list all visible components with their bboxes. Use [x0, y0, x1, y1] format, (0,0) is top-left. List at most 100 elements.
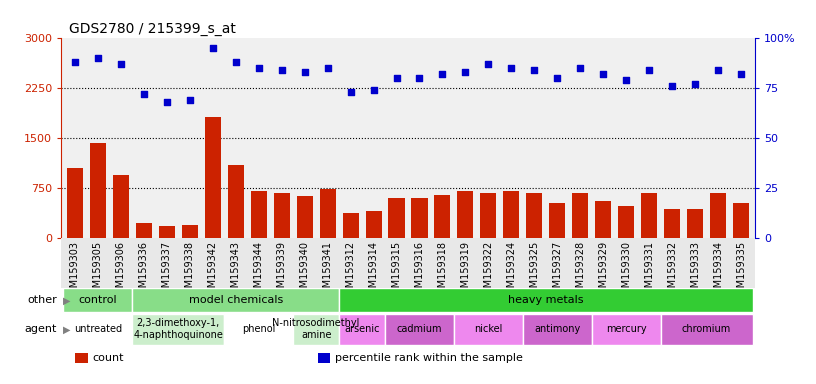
Bar	[641, 193, 657, 238]
Point	[206, 45, 220, 51]
Bar	[64, 288, 132, 313]
Text: other: other	[28, 295, 57, 306]
Point	[298, 69, 311, 75]
Text: phenol: phenol	[242, 324, 276, 334]
Text: GSM159339: GSM159339	[277, 240, 286, 300]
Bar	[64, 314, 132, 345]
Point	[619, 77, 632, 83]
Text: GSM159303: GSM159303	[70, 240, 80, 300]
Bar	[296, 196, 313, 238]
Text: count: count	[92, 353, 124, 363]
Text: GSM159316: GSM159316	[415, 240, 424, 300]
Bar	[619, 206, 634, 238]
Point	[666, 83, 679, 89]
Bar	[526, 193, 543, 238]
Bar	[434, 195, 450, 238]
Text: GSM159329: GSM159329	[598, 240, 608, 300]
Point	[574, 65, 587, 71]
Text: GSM159343: GSM159343	[231, 240, 241, 300]
Bar	[595, 201, 611, 238]
Text: GSM159319: GSM159319	[460, 240, 470, 300]
Bar	[67, 168, 83, 238]
Bar	[318, 353, 330, 363]
Bar	[411, 198, 428, 238]
Bar	[339, 314, 385, 345]
Bar	[458, 192, 473, 238]
Text: control: control	[78, 295, 118, 306]
Bar	[320, 189, 335, 238]
Bar	[132, 288, 339, 313]
Text: GSM159338: GSM159338	[184, 240, 195, 300]
Bar	[75, 353, 87, 363]
Text: GSM159333: GSM159333	[690, 240, 700, 300]
Text: ▶: ▶	[63, 295, 70, 306]
Point	[551, 75, 564, 81]
Text: GSM159344: GSM159344	[254, 240, 264, 300]
Text: ▶: ▶	[63, 324, 70, 334]
Point	[91, 55, 104, 61]
Text: GDS2780 / 215399_s_at: GDS2780 / 215399_s_at	[69, 23, 237, 36]
Bar	[113, 175, 129, 238]
Text: GSM159306: GSM159306	[116, 240, 126, 300]
Point	[482, 61, 495, 68]
Text: GSM159324: GSM159324	[507, 240, 517, 300]
Point	[69, 59, 82, 65]
Point	[252, 65, 265, 71]
Point	[596, 71, 610, 78]
Point	[114, 61, 127, 68]
Bar	[385, 314, 454, 345]
Bar	[388, 198, 405, 238]
Bar	[710, 193, 726, 238]
Bar	[182, 225, 197, 238]
Text: GSM159327: GSM159327	[552, 240, 562, 300]
Point	[413, 75, 426, 81]
Point	[344, 89, 357, 95]
Point	[137, 91, 150, 98]
Point	[528, 67, 541, 73]
Bar	[503, 192, 520, 238]
Bar	[90, 143, 106, 238]
Bar	[661, 314, 752, 345]
Point	[367, 87, 380, 93]
Text: nickel: nickel	[474, 324, 503, 334]
Text: mercury: mercury	[605, 324, 646, 334]
Text: GSM159340: GSM159340	[299, 240, 309, 300]
Bar	[132, 314, 224, 345]
Bar	[366, 212, 382, 238]
Point	[643, 67, 656, 73]
Text: GSM159342: GSM159342	[208, 240, 218, 300]
Bar	[687, 209, 703, 238]
Point	[436, 71, 449, 78]
Bar	[454, 314, 523, 345]
Bar	[61, 238, 755, 288]
Bar	[664, 209, 681, 238]
Bar	[523, 314, 592, 345]
Bar	[159, 226, 175, 238]
Point	[321, 65, 334, 71]
Point	[229, 59, 242, 65]
Point	[390, 75, 403, 81]
Bar	[339, 288, 752, 313]
Text: percentile rank within the sample: percentile rank within the sample	[335, 353, 523, 363]
Text: cadmium: cadmium	[397, 324, 442, 334]
Text: agent: agent	[24, 324, 57, 334]
Text: GSM159315: GSM159315	[392, 240, 401, 300]
Text: GSM159332: GSM159332	[667, 240, 677, 300]
Text: chromium: chromium	[682, 324, 731, 334]
Text: GSM159330: GSM159330	[621, 240, 632, 300]
Bar	[228, 165, 244, 238]
Text: GSM159312: GSM159312	[346, 240, 356, 300]
Text: heavy metals: heavy metals	[508, 295, 583, 306]
Text: GSM159314: GSM159314	[369, 240, 379, 300]
Bar	[224, 314, 293, 345]
Bar	[135, 223, 152, 238]
Point	[505, 65, 518, 71]
Text: GSM159334: GSM159334	[713, 240, 723, 300]
Point	[459, 69, 472, 75]
Point	[275, 67, 288, 73]
Bar	[572, 193, 588, 238]
Text: antimony: antimony	[534, 324, 580, 334]
Point	[689, 81, 702, 88]
Bar	[343, 213, 358, 238]
Point	[160, 99, 173, 105]
